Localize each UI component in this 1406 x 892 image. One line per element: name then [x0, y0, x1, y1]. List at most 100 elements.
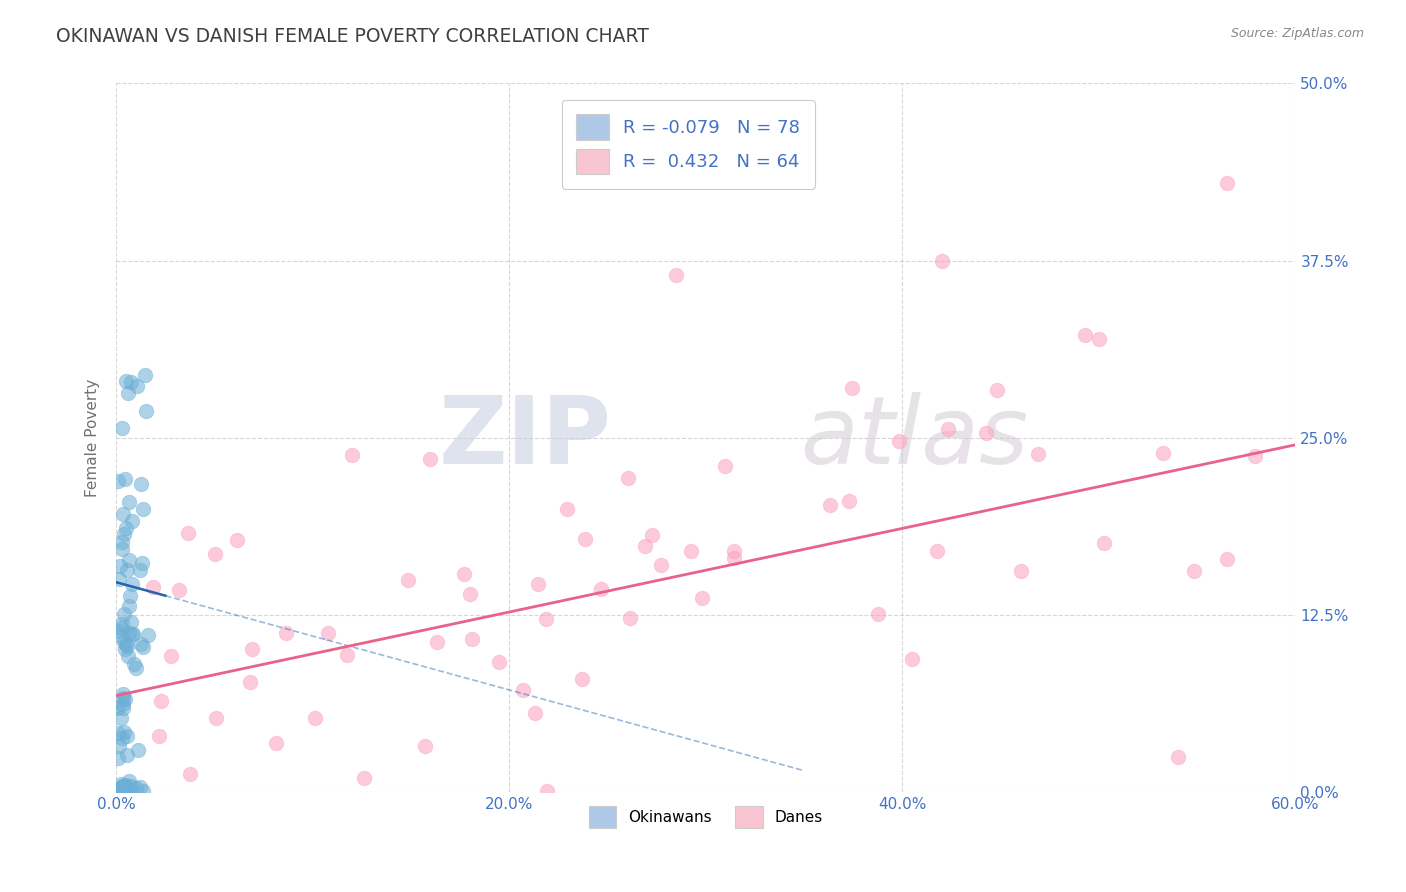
Point [841, 381, 863, 395]
Point [112, 527, 135, 541]
Point [112, 725, 135, 739]
Point [108, 559, 131, 574]
Point [112, 635, 135, 649]
Point [148, 729, 170, 743]
Point [120, 779, 142, 793]
Point [714, 458, 737, 473]
Point [931, 253, 953, 268]
Point [458, 587, 481, 601]
Point [129, 780, 152, 794]
Point [974, 426, 997, 441]
Point [129, 563, 152, 577]
Point [619, 611, 641, 625]
Point [110, 629, 132, 643]
Point [114, 783, 136, 797]
Point [112, 779, 135, 793]
Point [149, 693, 172, 707]
Point [723, 550, 745, 565]
Point [110, 711, 132, 725]
Point [118, 494, 141, 508]
Point [901, 651, 924, 665]
Text: ZIP: ZIP [439, 392, 612, 483]
Point [121, 514, 143, 528]
Point [112, 507, 135, 521]
Point [342, 448, 364, 462]
Point [838, 494, 860, 508]
Point [118, 553, 141, 567]
Point [129, 477, 152, 491]
Point [461, 632, 484, 647]
Point [650, 558, 672, 572]
Point [117, 385, 139, 400]
Point [634, 539, 657, 553]
Point [129, 636, 152, 650]
Point [1088, 331, 1111, 345]
Point [108, 785, 131, 799]
Point [616, 471, 638, 485]
Point [114, 691, 136, 706]
Point [127, 743, 149, 757]
Point [204, 547, 226, 561]
Point [205, 711, 228, 725]
Point [536, 783, 558, 797]
Point [117, 648, 139, 663]
Point [179, 767, 201, 781]
Point [571, 672, 593, 686]
Point [134, 368, 156, 383]
Point [117, 599, 139, 614]
Point [167, 582, 190, 597]
Point [110, 780, 132, 795]
Point [120, 375, 142, 389]
Point [105, 624, 128, 638]
Point [132, 784, 155, 798]
Point [159, 649, 181, 664]
Point [118, 626, 141, 640]
Point [142, 580, 165, 594]
Point [426, 635, 449, 649]
Point [1026, 447, 1049, 461]
Point [115, 778, 138, 792]
Point [353, 771, 375, 785]
Point [225, 533, 247, 547]
Point [125, 661, 148, 675]
Point [1074, 328, 1097, 343]
Point [114, 642, 136, 657]
Point [1182, 564, 1205, 578]
Point [107, 725, 129, 739]
Point [111, 534, 134, 549]
Point [419, 452, 441, 467]
Point [115, 748, 138, 763]
Point [118, 774, 141, 789]
Point [1243, 450, 1265, 464]
Point [111, 731, 134, 746]
Point [125, 379, 148, 393]
Point [1216, 552, 1239, 566]
Point [176, 525, 198, 540]
Text: OKINAWAN VS DANISH FEMALE POVERTY CORRELATION CHART: OKINAWAN VS DANISH FEMALE POVERTY CORREL… [56, 27, 650, 45]
Point [132, 502, 155, 516]
Point [132, 640, 155, 654]
Point [679, 544, 702, 558]
Point [115, 374, 138, 388]
Point [111, 784, 134, 798]
Point [112, 781, 135, 796]
Point [274, 626, 297, 640]
Point [887, 434, 910, 448]
Point [336, 648, 359, 662]
Point [111, 691, 134, 706]
Point [107, 739, 129, 753]
Point [107, 474, 129, 488]
Point [118, 589, 141, 603]
Point [136, 628, 159, 642]
Point [115, 563, 138, 577]
Point [110, 621, 132, 635]
Point [114, 472, 136, 486]
Point [589, 582, 612, 596]
Point [523, 706, 546, 721]
Point [239, 674, 262, 689]
Point [105, 701, 128, 715]
Point [304, 711, 326, 725]
Point [110, 542, 132, 557]
Point [114, 637, 136, 651]
Point [488, 655, 510, 669]
